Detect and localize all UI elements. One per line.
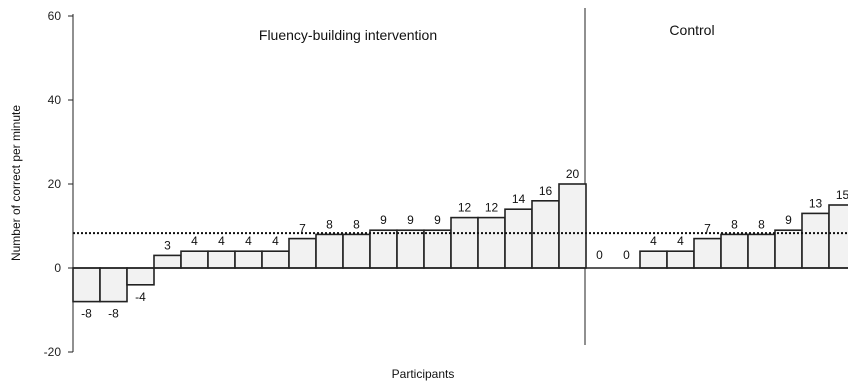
bar — [801, 212, 830, 269]
bar — [720, 233, 749, 269]
data-label: 4 — [650, 234, 657, 248]
bar — [396, 229, 425, 269]
bar — [423, 229, 452, 269]
y-tick-label: 40 — [48, 93, 62, 107]
bar — [207, 250, 236, 269]
data-label: 12 — [485, 201, 499, 215]
panel-label-control: Control — [669, 22, 714, 38]
bar — [693, 237, 722, 269]
data-label: 4 — [218, 234, 225, 248]
bar — [531, 200, 560, 269]
data-label: 4 — [245, 234, 252, 248]
y-tick-label: 20 — [48, 177, 62, 191]
bar — [558, 183, 587, 269]
data-label: 13 — [809, 196, 823, 210]
data-label: -4 — [135, 290, 146, 304]
data-label: 8 — [758, 217, 765, 231]
y-tick-label: -20 — [44, 345, 62, 359]
x-axis-label: Participants — [392, 367, 455, 381]
bars: -8 -8 -4 3 4 4 4 4 7 8 8 9 9 9 12 12 14 16 20 0 0 4 4 7 8 8 9 13 15 — [72, 167, 848, 321]
bar — [639, 250, 668, 269]
data-label: 9 — [380, 213, 387, 227]
y-axis-ticks: -20 0 20 40 60 — [44, 9, 73, 359]
bar — [369, 229, 398, 269]
data-label: 7 — [704, 222, 711, 236]
bar — [450, 216, 479, 269]
data-label: 4 — [677, 234, 684, 248]
data-label: 4 — [191, 234, 198, 248]
data-label: 7 — [299, 222, 306, 236]
bar — [504, 208, 533, 269]
bar — [666, 250, 695, 269]
data-label: 15 — [836, 188, 848, 202]
data-label: 12 — [458, 201, 472, 215]
bar — [774, 229, 803, 269]
bar — [828, 204, 848, 269]
bar — [153, 254, 182, 269]
data-label: 0 — [623, 248, 630, 262]
bar — [315, 233, 344, 269]
data-label: 9 — [407, 213, 414, 227]
data-label: 8 — [353, 217, 360, 231]
data-label: -8 — [81, 307, 92, 321]
panel-label-intervention: Fluency-building intervention — [259, 27, 437, 43]
y-tick-label: 60 — [48, 9, 62, 23]
data-label: 9 — [434, 213, 441, 227]
bar — [477, 216, 506, 269]
bar — [234, 250, 263, 269]
y-axis-label: Number of correct per minute — [9, 105, 23, 261]
bar — [72, 267, 101, 303]
data-label: 14 — [512, 192, 526, 206]
data-label: 0 — [596, 248, 603, 262]
bar — [288, 237, 317, 269]
data-label: 4 — [272, 234, 279, 248]
bar — [342, 233, 371, 269]
data-label: 8 — [731, 217, 738, 231]
data-label: 20 — [566, 167, 580, 181]
bar — [747, 233, 776, 269]
bar — [261, 250, 290, 269]
data-label: -8 — [108, 307, 119, 321]
bar — [180, 250, 209, 269]
data-label: 16 — [539, 184, 553, 198]
y-tick-label: 0 — [54, 261, 61, 275]
data-label: 3 — [164, 238, 171, 252]
bar — [126, 267, 155, 286]
data-label: 8 — [326, 217, 333, 231]
data-label: 9 — [785, 213, 792, 227]
bar — [99, 267, 128, 303]
